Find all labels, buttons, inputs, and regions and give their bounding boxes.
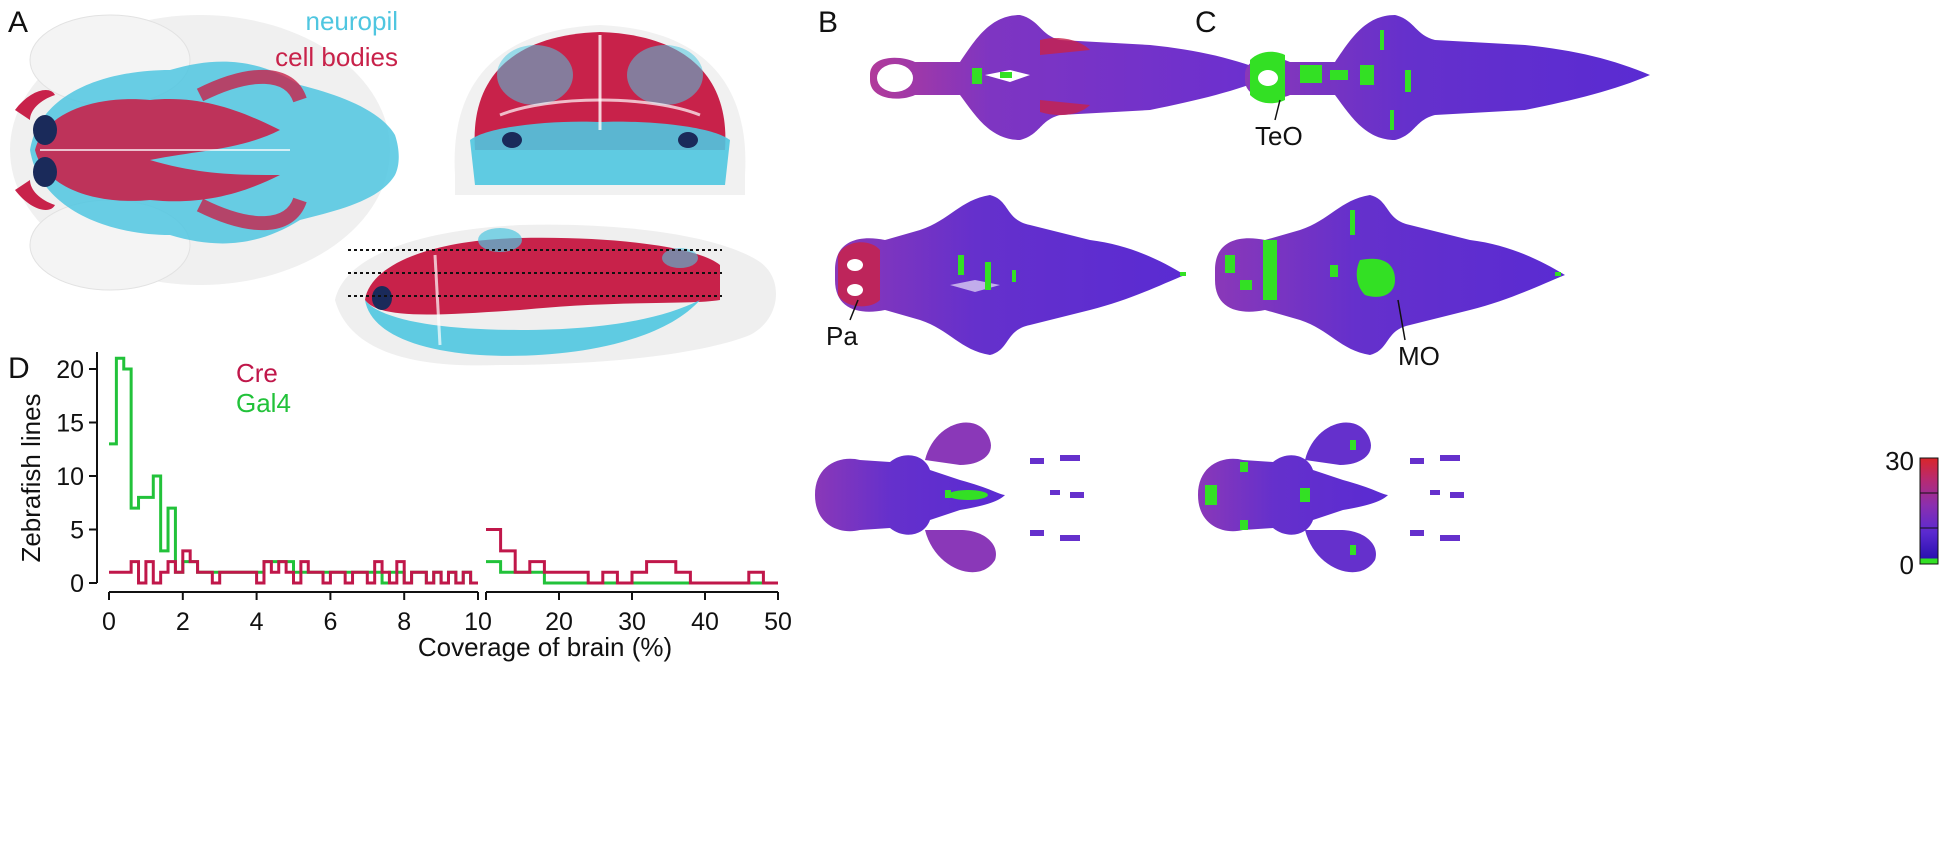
frontal-view-image [454, 25, 746, 195]
series-cre-segment-1 [109, 549, 478, 585]
x-tick-label: 0 [102, 608, 116, 636]
panel-c-section-middle [1215, 195, 1565, 355]
x-tick-label: 8 [397, 608, 411, 636]
panel-b-letter: B [818, 6, 838, 39]
y-tick-label: 0 [70, 570, 84, 598]
legend-gal4: Gal4 [236, 388, 291, 418]
legend-cell-bodies: cell bodies [275, 42, 398, 72]
x-tick-label: 30 [618, 608, 646, 636]
lateral-view-image [335, 224, 777, 366]
y-axis-label: Zebrafish lines [16, 393, 46, 562]
panel-a: A neuropil cell bodies [8, 6, 777, 366]
pa-pointer [849, 299, 859, 321]
annotation-teo: TeO [1255, 121, 1303, 151]
colorbar-gradient [1919, 457, 1939, 565]
series-cre-segment-2 [486, 528, 778, 585]
histogram-plot: 0 5 10 15 20 0 2 4 6 8 10 20 30 40 50 [56, 352, 792, 636]
panel-b: B Pa [815, 6, 1275, 573]
annotation-mo: MO [1398, 341, 1440, 371]
x-axis-label: Coverage of brain (%) [418, 632, 672, 662]
y-tick-label: 20 [56, 356, 84, 384]
legend-neuropil: neuropil [305, 6, 398, 36]
panel-c: C TeO MO [1195, 6, 1939, 580]
colorbar-min-label: 0 [1900, 550, 1914, 580]
x-tick-label: 4 [250, 608, 264, 636]
section-lines [348, 249, 722, 297]
panel-b-section-middle [835, 195, 1186, 355]
x-tick-label: 40 [691, 608, 719, 636]
x-tick-label: 20 [545, 608, 573, 636]
teo-pointer [1274, 99, 1281, 121]
panel-d-letter: D [8, 352, 30, 385]
colorbar-max-label: 30 [1885, 446, 1914, 476]
panel-c-section-ventral [1198, 422, 1464, 573]
annotation-pa: Pa [826, 321, 858, 351]
panel-c-letter: C [1195, 6, 1217, 39]
panel-c-section-dorsal [1245, 15, 1650, 140]
dorsal-view-image [10, 14, 399, 291]
panel-d: D Cre Gal4 Zebrafish lines Coverage of b… [8, 352, 792, 662]
x-tick-label: 2 [176, 608, 190, 636]
series-gal4-segment-1 [109, 356, 478, 585]
panel-b-ventral-fragments [1030, 455, 1084, 541]
x-tick-label: 50 [764, 608, 792, 636]
panel-b-section-dorsal [870, 15, 1275, 140]
y-tick-label: 10 [56, 463, 84, 491]
panel-a-letter: A [8, 6, 28, 39]
panel-b-section-ventral [815, 422, 1084, 573]
colorbar: 30 0 [1885, 446, 1939, 580]
legend-cre: Cre [236, 358, 278, 388]
y-tick-label: 5 [70, 517, 84, 545]
x-tick-label: 10 [464, 608, 492, 636]
mo-pointer [1397, 299, 1406, 341]
panel-c-ventral-fragments [1410, 455, 1464, 541]
x-tick-label: 6 [323, 608, 337, 636]
y-tick-label: 15 [56, 410, 84, 438]
